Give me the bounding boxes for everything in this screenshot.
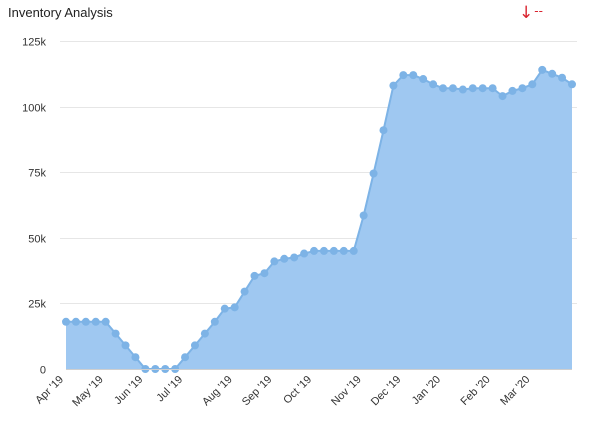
trend-indicator: ↓-- [519, 3, 543, 22]
data-point [310, 246, 319, 255]
data-point [220, 304, 229, 313]
data-point [399, 71, 408, 80]
y-tick-label: 0 [40, 365, 46, 377]
x-tick-label: Apr '19 [33, 374, 66, 407]
data-point [240, 287, 249, 296]
data-point [568, 80, 576, 89]
data-point [101, 317, 110, 326]
x-tick-label: Jan '20 [410, 374, 443, 407]
data-point [62, 317, 70, 326]
data-point [81, 317, 90, 326]
data-point [389, 81, 398, 90]
data-points [62, 65, 576, 373]
data-point [111, 329, 120, 338]
data-point [250, 271, 259, 280]
data-point [419, 75, 428, 84]
x-tick-label: Aug '19 [200, 374, 235, 409]
data-point [478, 84, 487, 93]
data-point [190, 341, 199, 350]
y-tick-label: 125k [22, 37, 46, 49]
x-tick-label: Feb '20 [459, 374, 493, 408]
data-point [429, 80, 438, 89]
data-point [528, 80, 537, 89]
x-tick-label: Mar '20 [498, 374, 532, 408]
y-tick-label: 25k [28, 299, 46, 311]
data-point [181, 353, 190, 362]
trend-value: -- [534, 4, 543, 18]
data-point [270, 257, 279, 266]
data-point [439, 84, 448, 93]
data-point [508, 86, 517, 95]
x-tick-label: Jul '19 [154, 374, 185, 405]
data-point [379, 126, 388, 135]
data-point [409, 71, 418, 80]
x-tick-label: Sep '19 [240, 374, 275, 409]
data-point [339, 246, 348, 255]
data-point [91, 317, 100, 326]
data-point [230, 303, 239, 312]
data-point [290, 253, 299, 262]
data-point [319, 246, 328, 255]
data-point [71, 317, 80, 326]
data-point [200, 329, 209, 338]
data-point [359, 211, 368, 220]
x-tick-label: Nov '19 [329, 374, 364, 409]
y-tick-label: 50k [28, 234, 46, 246]
y-axis: 0 25k 50k 75k 100k 125k [22, 37, 46, 377]
data-point [260, 269, 269, 278]
down-arrow-icon: ↓ [519, 3, 534, 23]
data-point [488, 84, 497, 93]
data-point [121, 341, 130, 350]
area-fill [66, 69, 572, 370]
data-point [349, 246, 358, 255]
data-point [498, 92, 507, 101]
y-tick-label: 75k [28, 168, 46, 180]
x-tick-label: Jun '19 [112, 374, 145, 407]
data-point [280, 254, 289, 263]
data-point [538, 65, 547, 74]
data-point [300, 249, 309, 258]
data-point [558, 73, 567, 82]
data-point [369, 169, 378, 178]
data-point [131, 353, 140, 362]
area-series [66, 68, 573, 370]
data-point [548, 69, 557, 78]
data-point [518, 84, 527, 93]
x-tick-label: Dec '19 [369, 374, 404, 409]
y-tick-label: 100k [22, 103, 46, 115]
x-tick-label: Oct '19 [281, 374, 314, 407]
data-point [468, 84, 477, 93]
data-point [458, 85, 467, 94]
x-axis: Apr '19 May '19 Jun '19 Jul '19 Aug '19 Sep '… [33, 369, 572, 409]
data-point [329, 246, 338, 255]
chart-title: Inventory Analysis [8, 5, 113, 20]
x-tick-label: May '19 [70, 374, 105, 409]
data-point [448, 84, 457, 93]
data-point [210, 317, 219, 326]
